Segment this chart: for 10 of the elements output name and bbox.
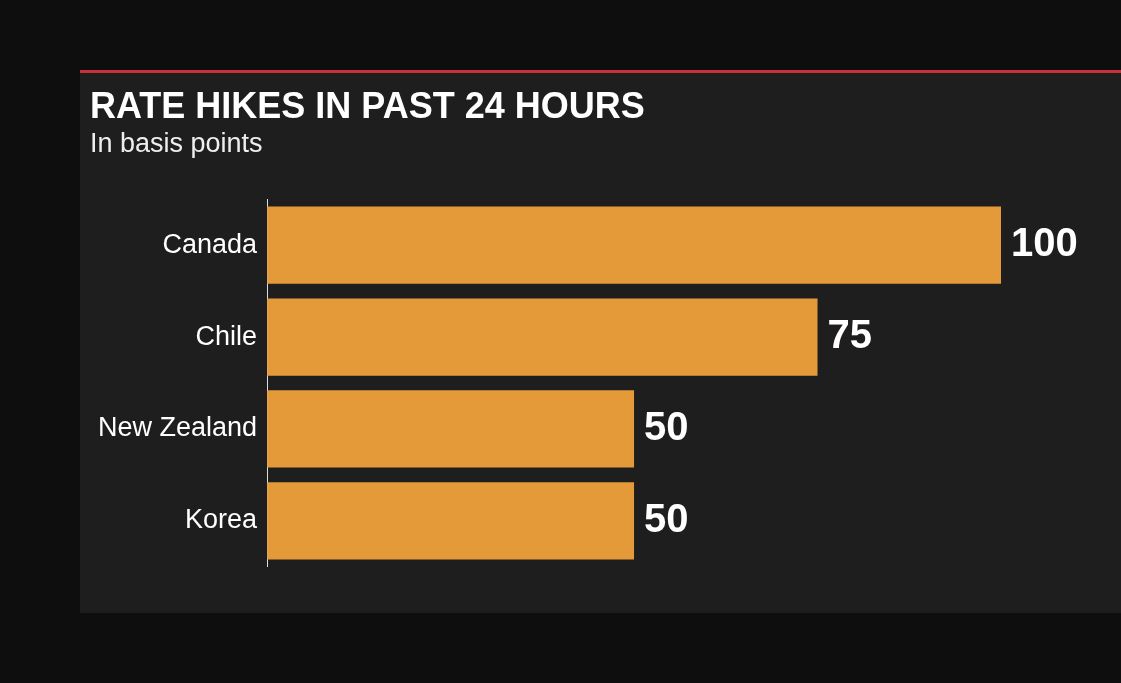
data-label: 100 [1011,220,1078,265]
data-label: 75 [827,312,873,357]
y-tick-label: Canada [162,228,259,259]
y-tick-label: Chile [195,320,258,351]
data-label: 50 [644,495,689,540]
y-tick-label: New Zealand [97,412,258,443]
data-label: 50 [644,403,689,448]
chart-subtitle: In basis points [90,128,263,159]
y-tick-label: Korea [185,504,259,535]
chart-title: RATE HIKES IN PAST 24 HOURS [90,85,645,127]
